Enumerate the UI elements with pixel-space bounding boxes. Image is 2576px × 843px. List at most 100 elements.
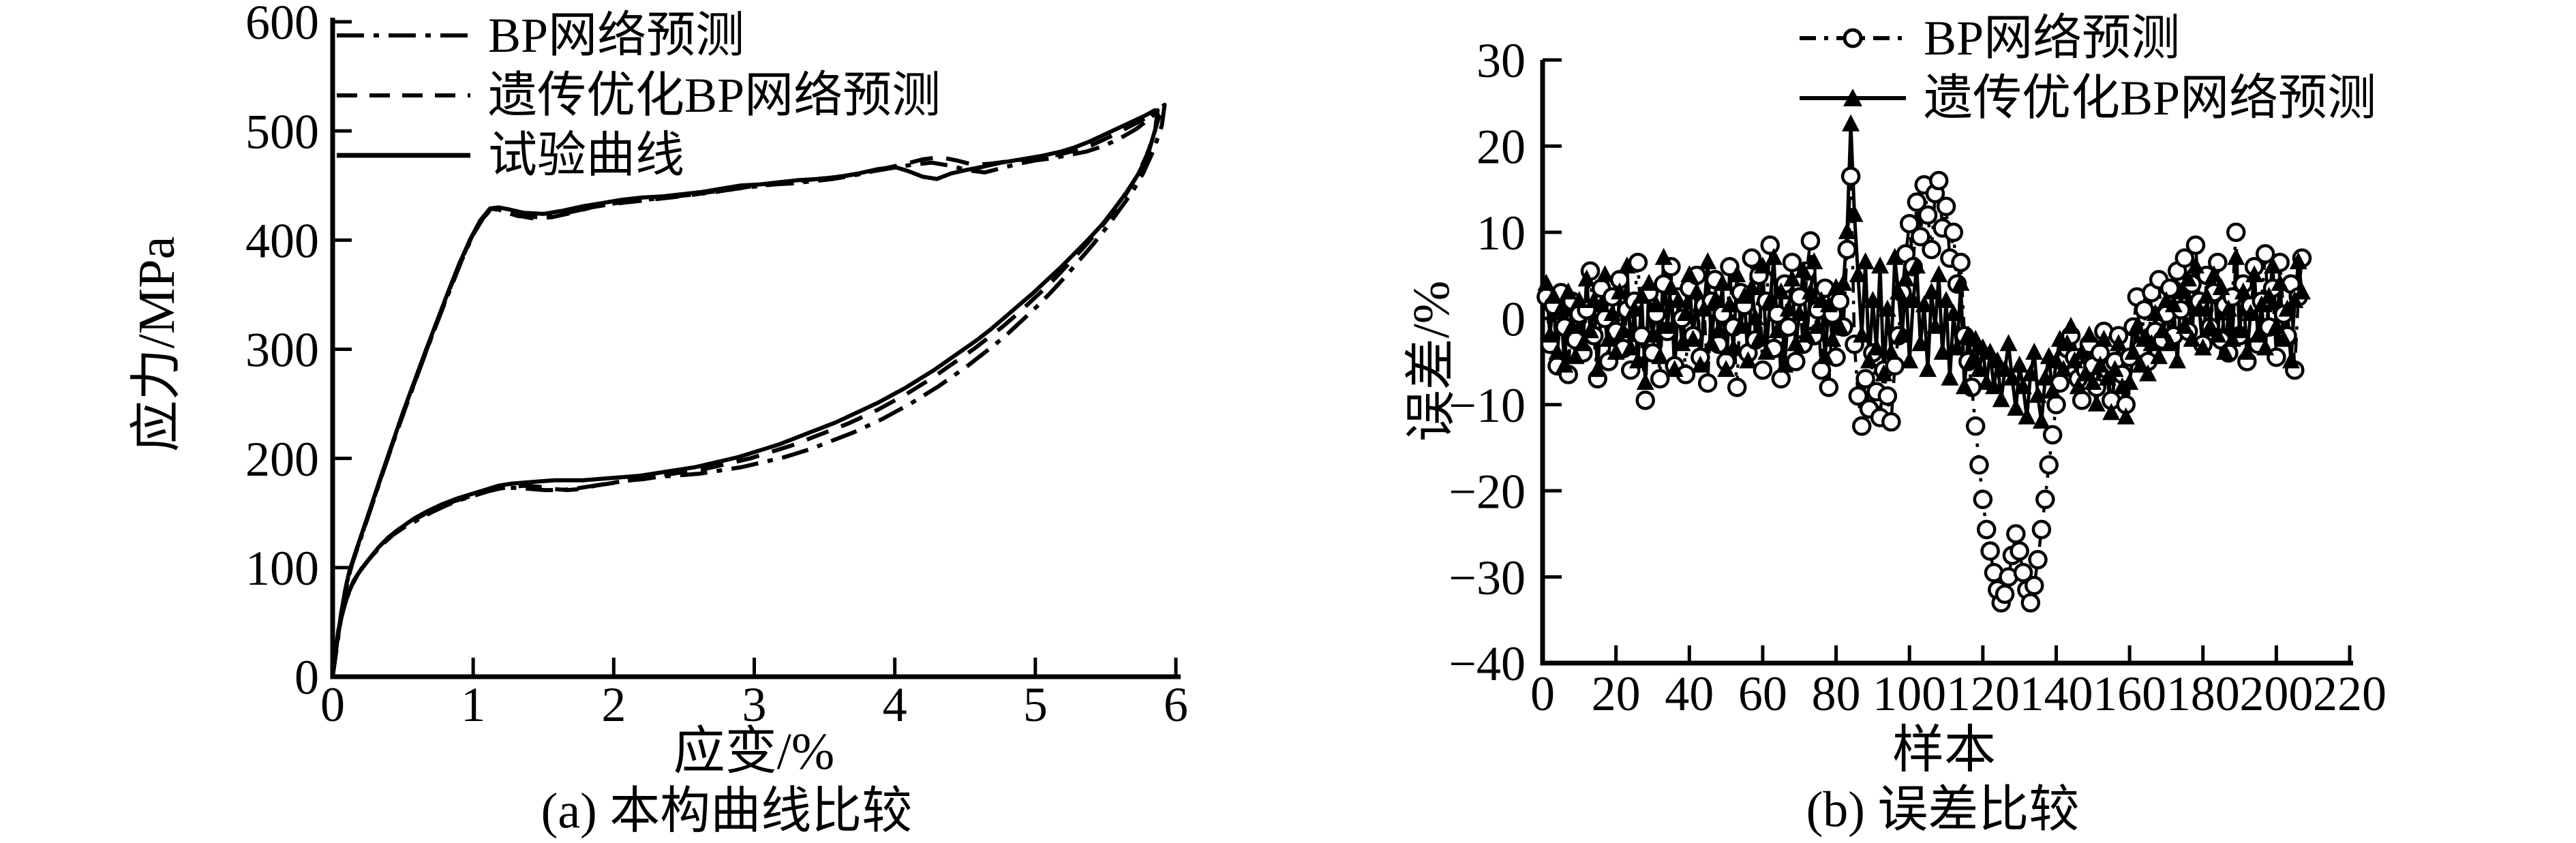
panel-a-series-dashed bbox=[331, 108, 1160, 675]
triangle-marker bbox=[1967, 329, 1985, 347]
triangle-marker bbox=[2065, 351, 2084, 369]
triangle-marker bbox=[2264, 256, 2282, 274]
triangle-marker bbox=[2245, 265, 2264, 283]
panel-b-y-tick-label: 30 bbox=[1476, 33, 1526, 88]
circle-marker bbox=[1951, 252, 1971, 273]
panel-b-x-tick-label: 60 bbox=[1738, 666, 1787, 721]
triangle-marker bbox=[1900, 351, 1919, 369]
triangle-marker bbox=[2146, 304, 2164, 321]
triangle-marker bbox=[1996, 360, 2014, 378]
circle-marker bbox=[1650, 369, 1670, 389]
panel-b-y-tick-label: 20 bbox=[1476, 120, 1526, 174]
triangle-marker bbox=[1933, 342, 1952, 360]
legend-label-bp-error: BP网络预测 bbox=[1924, 11, 2181, 65]
triangle-marker bbox=[2289, 252, 2307, 270]
triangle-marker bbox=[2230, 321, 2249, 339]
triangle-marker bbox=[1819, 295, 1838, 313]
triangle-marker bbox=[1706, 291, 1724, 308]
triangle-marker bbox=[1805, 252, 1823, 270]
circle-marker bbox=[2028, 550, 2048, 570]
circle-marker bbox=[2175, 248, 2195, 269]
triangle-marker bbox=[2212, 278, 2230, 295]
triangle-marker bbox=[2204, 265, 2223, 283]
circle-marker bbox=[1727, 378, 1747, 397]
circle-marker bbox=[1760, 235, 1780, 256]
circle-marker bbox=[2039, 455, 2059, 475]
triangle-marker bbox=[1808, 316, 1827, 334]
triangle-marker bbox=[1633, 286, 1651, 304]
triangle-marker bbox=[2293, 282, 2311, 300]
solid-line-sample-icon bbox=[337, 153, 470, 158]
triangle-marker bbox=[1878, 299, 1896, 317]
triangle-marker bbox=[1768, 321, 1787, 339]
legend-item-bp-error: BP网络预测 bbox=[1798, 8, 2376, 68]
triangle-marker bbox=[2153, 321, 2172, 339]
panel-a-y-tick-label: 100 bbox=[245, 541, 319, 596]
triangle-marker bbox=[1669, 291, 1688, 308]
triangle-marker bbox=[1680, 265, 1699, 283]
panel-a-x-tick-label: 5 bbox=[1023, 677, 1048, 732]
legend-item-bp: BP网络预测 bbox=[335, 5, 941, 65]
triangle-marker bbox=[2124, 342, 2142, 360]
triangle-marker bbox=[1556, 355, 1574, 373]
circle-marker bbox=[1911, 226, 1930, 247]
triangle-marker bbox=[2106, 360, 2124, 378]
dashdot-line-sample-icon bbox=[337, 33, 470, 37]
triangle-marker bbox=[2256, 338, 2275, 356]
triangle-marker bbox=[2044, 381, 2062, 399]
circle-marker bbox=[2031, 519, 2052, 540]
triangle-marker bbox=[1864, 291, 1882, 308]
panel-a-y-tick-label: 500 bbox=[245, 104, 319, 159]
triangle-marker bbox=[1930, 265, 1948, 283]
circle-marker bbox=[1965, 416, 1986, 436]
panel-b-y-tick-label: 10 bbox=[1476, 206, 1526, 260]
triangle-marker bbox=[2241, 304, 2260, 321]
triangle-marker bbox=[2109, 334, 2127, 352]
triangle-marker bbox=[2073, 342, 2091, 360]
triangle-marker bbox=[1611, 282, 1628, 300]
triangle-marker bbox=[2058, 334, 2076, 352]
triangle-marker bbox=[1845, 204, 1864, 222]
triangle-marker bbox=[1823, 329, 1842, 347]
circle-marker bbox=[1936, 196, 1956, 217]
triangle-marker bbox=[2187, 256, 2204, 274]
triangle-marker bbox=[1765, 247, 1783, 265]
triangle-marker bbox=[1849, 265, 1867, 283]
panel-b-x-tick-label: 100 bbox=[1873, 666, 1946, 721]
triangle-marker bbox=[1896, 269, 1915, 287]
triangle-marker bbox=[1948, 338, 1967, 356]
panel-a-y-axis-title: 应力/MPa bbox=[128, 236, 185, 453]
triangle-marker bbox=[1911, 334, 1930, 352]
triangle-marker bbox=[1941, 368, 1959, 386]
circle-marker bbox=[2013, 563, 2033, 583]
triangle-marker bbox=[2249, 325, 2267, 343]
triangle-marker bbox=[1622, 338, 1640, 356]
circle-marker bbox=[2024, 575, 2044, 596]
triangle-marker bbox=[1537, 273, 1556, 291]
triangle-marker bbox=[1761, 291, 1779, 308]
triangle-marker bbox=[2150, 347, 2168, 365]
triangle-marker bbox=[1699, 252, 1717, 270]
triangle-marker bbox=[1643, 325, 1662, 343]
triangle-marker bbox=[1577, 269, 1596, 287]
triangle-marker bbox=[1684, 329, 1702, 347]
circle-marker bbox=[1907, 192, 1927, 212]
triangle-marker bbox=[2055, 360, 2073, 378]
triangle-marker bbox=[2209, 325, 2227, 343]
triangle-marker bbox=[1988, 351, 2007, 369]
triangle-marker bbox=[1691, 355, 1710, 373]
circle-marker bbox=[2072, 390, 2092, 410]
triangle-marker bbox=[1860, 351, 1878, 369]
triangle-marker bbox=[1596, 265, 1614, 283]
circle-marker bbox=[1877, 386, 1898, 406]
triangle-marker bbox=[2029, 386, 2047, 403]
triangle-marker bbox=[2275, 329, 2293, 347]
triangle-marker bbox=[1750, 329, 1768, 347]
triangle-marker bbox=[1753, 256, 1772, 274]
panel-a-caption: (a) 本构曲线比较 bbox=[541, 783, 913, 840]
triangle-marker bbox=[1963, 351, 1981, 369]
circle-marker bbox=[1840, 166, 1861, 186]
triangle-marker bbox=[1853, 325, 1871, 343]
triangle-marker bbox=[2201, 316, 2219, 334]
panel-b-x-axis-title: 样本 bbox=[1892, 722, 1996, 779]
